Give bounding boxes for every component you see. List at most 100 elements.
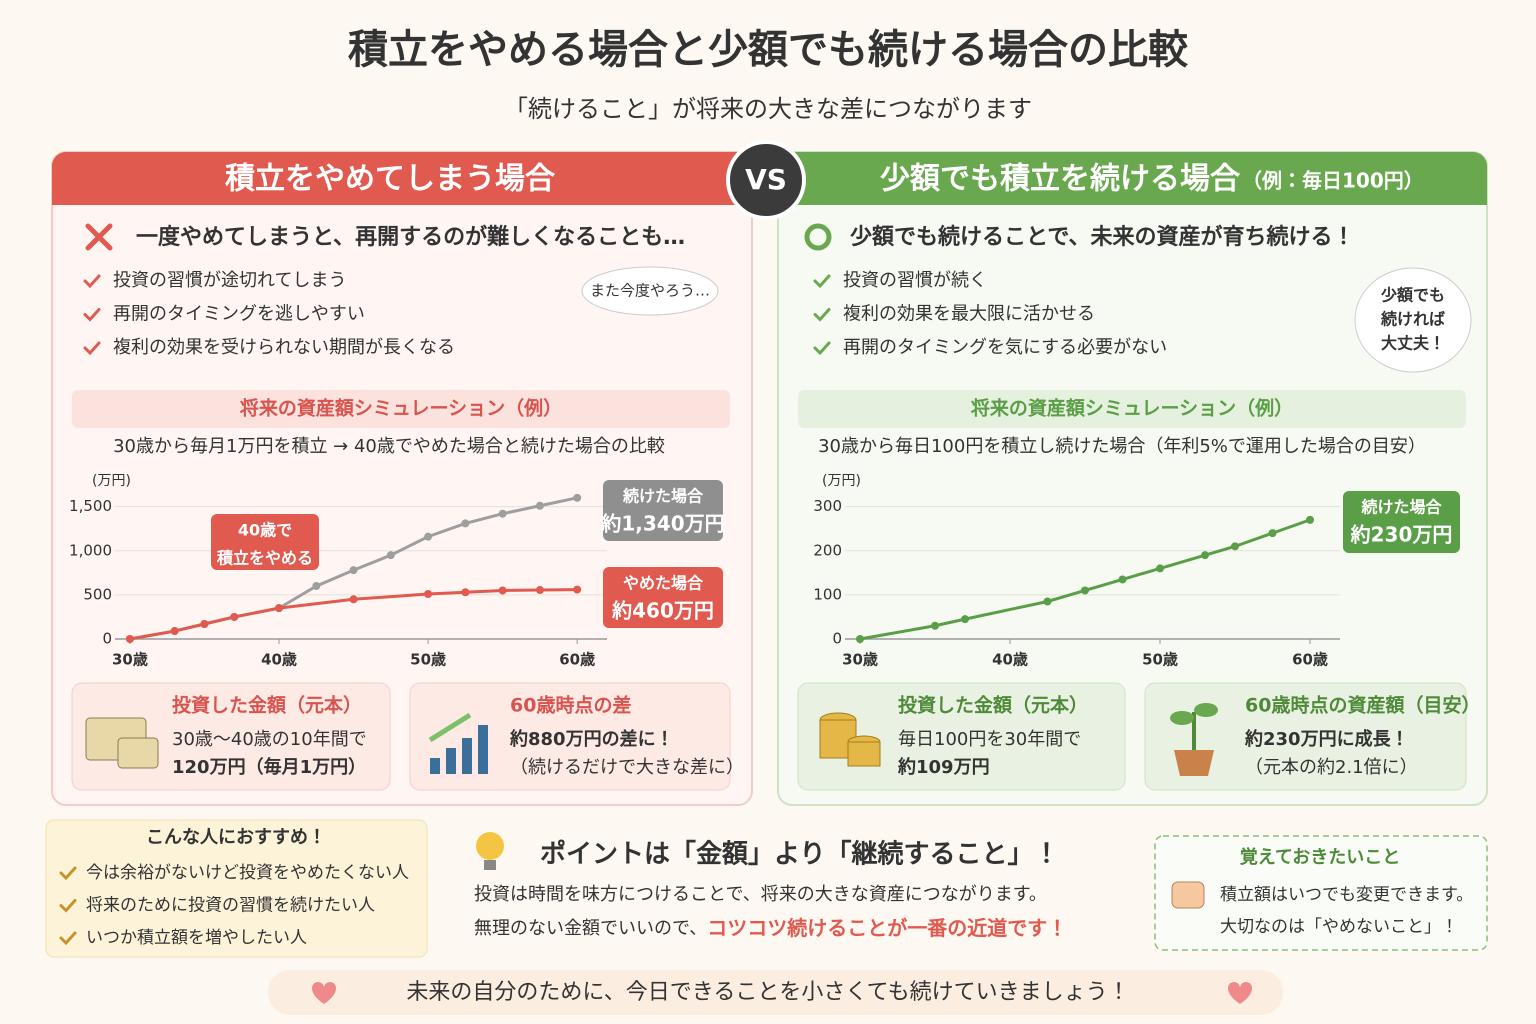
data-point <box>1231 542 1239 551</box>
left-header: 積立をやめてしまう場合 <box>225 162 556 197</box>
cross-icon <box>85 223 113 251</box>
left-lead: 一度やめてしまうと、再開するのが難しくなることも… <box>136 224 685 250</box>
check-icon <box>813 308 831 322</box>
callout <box>211 514 319 570</box>
left-header-bar <box>52 152 752 205</box>
data-point <box>498 509 507 518</box>
box-title: 60歳時点の資産額（目安） <box>1245 694 1480 717</box>
bubble-text: また今度やろう… <box>590 282 710 300</box>
y-unit: (万円) <box>822 473 861 489</box>
y-unit: (万円) <box>92 473 131 489</box>
data-point <box>386 551 395 560</box>
point-item: 再開のタイミングを気にする必要がない <box>843 337 1167 358</box>
right-box-2 <box>1144 682 1467 791</box>
data-point <box>1118 575 1127 584</box>
vs-label: VS <box>745 163 787 196</box>
y-tick-label: 1,500 <box>69 497 112 515</box>
callout-text: 約460万円 <box>611 599 714 623</box>
check-icon <box>83 308 101 322</box>
data-point <box>1156 564 1164 573</box>
y-tick-label: 1,000 <box>69 541 112 559</box>
callout-text: 約1,340万円 <box>600 512 724 536</box>
callout-text: 続けた場合 <box>622 487 704 506</box>
data-point <box>573 585 582 594</box>
bulb-icon <box>476 832 504 870</box>
y-tick-label: 500 <box>83 585 112 603</box>
bubble-text: 大丈夫！ <box>1381 334 1445 353</box>
data-point <box>1268 529 1277 538</box>
right-sim-desc: 30歳から毎日100円を積立し続けた場合（年利5%で運用した場合の目安） <box>818 436 1426 457</box>
data-point <box>125 635 134 643</box>
callout <box>603 567 723 628</box>
recommend-item: 今は余裕がないけど投資をやめたくない人 <box>86 863 409 883</box>
bubble-text: 少額でも <box>1381 286 1445 305</box>
right-sim-title: 将来の資産額シミュレーション（例） <box>971 397 1293 420</box>
growth-icon <box>428 712 488 774</box>
x-tick-label: 60歳 <box>1292 651 1328 669</box>
check-icon <box>813 341 831 356</box>
box-line: 30歳〜40歳の10年間で <box>172 729 367 750</box>
callout-text: 40歳で <box>238 521 292 540</box>
recommend-item: いつか積立額を増やしたい人 <box>86 928 307 948</box>
callout <box>603 480 723 541</box>
check-icon <box>813 274 831 289</box>
left-box-2 <box>409 682 731 791</box>
right-header-bar <box>778 152 1487 205</box>
right-lead: 少額でも続けることで、未来の資産が育ち続ける！ <box>850 224 1354 250</box>
x-tick-label: 40歳 <box>261 651 297 669</box>
x-tick-label: 30歳 <box>842 651 878 669</box>
x-tick-label: 50歳 <box>410 651 446 669</box>
y-tick-label: 300 <box>813 497 842 515</box>
heart-icon <box>1228 982 1252 1004</box>
circle-icon <box>804 223 832 251</box>
callout-text: 約230万円 <box>1350 523 1453 547</box>
data-point <box>170 627 179 636</box>
footer-pill <box>268 970 1283 1015</box>
y-tick-label: 200 <box>813 541 842 559</box>
check-icon <box>59 866 77 881</box>
money-icon <box>85 717 159 769</box>
data-point <box>1201 551 1209 560</box>
x-tick-label: 30歳 <box>112 651 148 669</box>
point-emphasis: コツコツ続けることが一番の近道です！ <box>707 916 1067 940</box>
callout-text: 続けた場合 <box>1360 498 1442 517</box>
y-tick-label: 0 <box>832 630 842 648</box>
box-line: 毎日100円を30年間で <box>898 729 1081 750</box>
data-point <box>1306 515 1314 524</box>
data-point <box>349 566 358 575</box>
box-line: （元本の約2.1倍に） <box>1245 757 1418 778</box>
point-line: 無理のない金額でいいので、 <box>474 918 707 939</box>
page-title: 積立をやめる場合と少額でも続ける場合の比較 <box>348 27 1189 73</box>
right-bubble <box>1354 267 1472 373</box>
data-point <box>230 612 239 621</box>
point-title: ポイントは「金額」より「継続すること」！ <box>540 839 1059 870</box>
left-bubble <box>581 266 719 316</box>
data-point <box>461 588 470 597</box>
memo-line: 積立額はいつでも変更できます。 <box>1220 885 1473 905</box>
heart-icon <box>312 982 336 1004</box>
check-icon <box>83 274 101 289</box>
point-item: 投資の習慣が続く <box>843 270 987 291</box>
check-icon <box>83 341 101 356</box>
callout-text: 積立をやめる <box>216 549 313 568</box>
callout-text: やめた場合 <box>623 574 704 593</box>
x-tick-label: 50歳 <box>1142 651 1178 669</box>
memo-title: 覚えておきたいこと <box>1240 846 1401 868</box>
data-point <box>535 501 544 510</box>
data-point <box>1081 586 1089 595</box>
x-tick-label: 40歳 <box>992 651 1028 669</box>
data-point <box>200 620 209 628</box>
right-header-note: （例：毎日100円） <box>1242 169 1424 193</box>
data-point <box>461 519 470 528</box>
data-point <box>856 635 864 643</box>
memo-line: 大切なのは「やめないこと」！ <box>1220 917 1458 937</box>
data-point <box>535 586 544 595</box>
recommend-title: こんな人におすすめ！ <box>146 827 326 848</box>
box-line: 約880万円の差に！ <box>509 728 674 750</box>
check-icon <box>59 899 77 913</box>
data-point <box>424 532 433 541</box>
plant-icon <box>1170 703 1218 776</box>
box-title: 投資した金額（元本） <box>172 694 362 717</box>
data-point <box>961 615 969 624</box>
